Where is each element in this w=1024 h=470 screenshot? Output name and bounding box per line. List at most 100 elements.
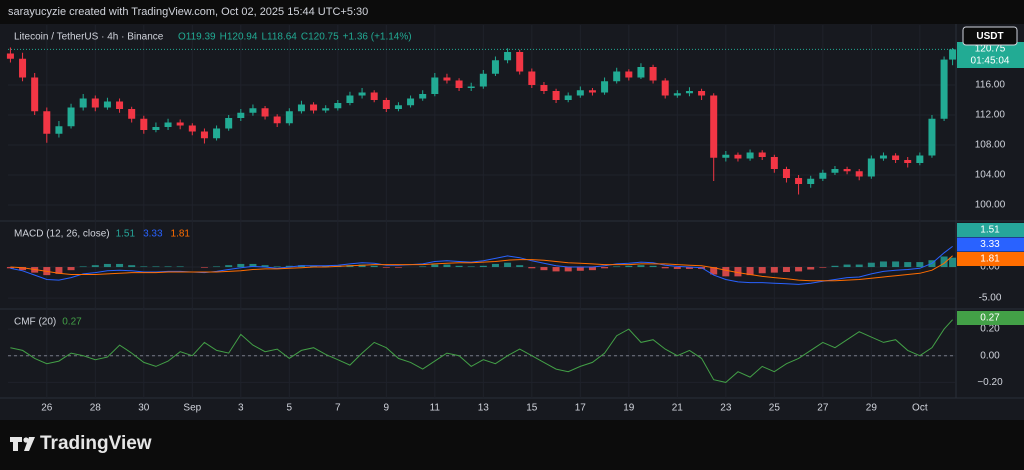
x-tick-label: 21 (672, 403, 684, 414)
logo-mark (24, 437, 35, 451)
histogram-bar (116, 263, 124, 268)
candle-body (576, 90, 584, 96)
candle-body (831, 169, 839, 173)
histogram-bar (443, 264, 451, 268)
candle-body (867, 158, 875, 177)
last-price-tag (957, 42, 1024, 68)
candle-body (91, 98, 99, 108)
chart-panel (0, 24, 1024, 420)
candle-body (431, 77, 439, 94)
x-tick-label: 17 (575, 403, 587, 414)
histogram-bar (949, 257, 957, 268)
candle-body (564, 95, 572, 100)
value-tag-label: 3.33 (980, 239, 1000, 250)
candle-body (916, 155, 924, 163)
candle-body (249, 108, 257, 113)
candle-body (79, 98, 87, 108)
x-tick-label: 3 (238, 403, 244, 414)
candle-body (261, 108, 269, 117)
histogram-bar (855, 264, 863, 268)
candle-body (443, 77, 451, 81)
indicator-value: 1.81 (171, 229, 191, 240)
histogram-bar (322, 265, 330, 268)
y-tick-label: 0.20 (980, 324, 1000, 335)
candle-body (467, 86, 475, 88)
candle-body (419, 94, 427, 99)
candle-body (479, 73, 487, 87)
histogram-bar (200, 267, 208, 268)
candle-body (67, 107, 75, 127)
candle-body (346, 95, 354, 103)
legend-value: L118.64 (261, 32, 297, 43)
currency[interactable]: USDT (976, 31, 1003, 42)
candle-body (843, 169, 851, 172)
histogram-bar (843, 264, 851, 268)
overlay: sarayucyzie created with TradingView.com… (8, 6, 1024, 454)
candle-body (782, 169, 790, 178)
candle-body (552, 91, 560, 100)
x-tick-label: 9 (384, 403, 390, 414)
candle-body (685, 91, 693, 94)
indicator-value: 0.27 (62, 317, 82, 328)
candle-body (6, 53, 14, 59)
histogram-bar (19, 267, 27, 271)
countdown: 01:45:04 (971, 56, 1010, 67)
candle-body (949, 49, 957, 60)
histogram-bar (807, 267, 815, 270)
histogram-bar (528, 267, 536, 269)
histogram-bar (419, 266, 427, 268)
histogram-bar (370, 265, 378, 268)
grid (8, 25, 955, 398)
candle-body (164, 122, 172, 127)
candle-body (746, 152, 754, 159)
legend-value: O119.39 (178, 32, 216, 43)
candle-body (855, 171, 863, 177)
candle-body (698, 91, 706, 96)
candle-body (734, 154, 742, 159)
histogram-bar (504, 262, 512, 268)
histogram-bar (782, 267, 790, 273)
candle-body (710, 95, 718, 158)
histogram-bar (940, 256, 948, 268)
histogram-bar (892, 261, 900, 268)
y-tick-label: 104.00 (975, 170, 1006, 181)
histogram-bar (394, 267, 402, 268)
y-tick-label: 0.00 (980, 350, 1000, 361)
histogram-bar (358, 264, 366, 268)
histogram-bar (213, 266, 221, 268)
x-tick-label: Sep (183, 403, 201, 414)
histogram-bar (625, 265, 633, 268)
candle-body (649, 67, 657, 81)
indicator-line (10, 246, 953, 285)
candle-body (237, 112, 245, 118)
x-tick-label: 27 (817, 403, 829, 414)
candle-body (322, 108, 330, 111)
candle-body (540, 85, 548, 91)
x-tick-label: 23 (720, 403, 732, 414)
candle-body (176, 122, 184, 126)
histogram-bar (79, 266, 87, 268)
histogram-bar (819, 267, 827, 268)
histogram-bar (685, 267, 693, 269)
candle-body (358, 92, 366, 96)
histogram-bar (770, 267, 778, 273)
x-tick-label: 26 (41, 403, 53, 414)
indicator-line (10, 319, 953, 383)
histogram-bar (613, 266, 621, 268)
x-tick-label: 30 (138, 403, 150, 414)
last-price: 120.75 (975, 44, 1006, 55)
histogram-bar (904, 262, 912, 268)
histogram-bar (382, 267, 390, 268)
y-tick-label: 108.00 (975, 140, 1006, 151)
candle-body (601, 81, 609, 93)
candle-body (334, 103, 342, 109)
currency-button[interactable] (962, 26, 1018, 46)
histogram-bar (879, 261, 887, 268)
candle-body (31, 77, 39, 112)
x-tick-label: 7 (335, 403, 341, 414)
histogram-bar (588, 267, 596, 271)
x-tick-label: 15 (526, 403, 538, 414)
candle-body (879, 155, 887, 159)
candle-body (516, 52, 524, 72)
